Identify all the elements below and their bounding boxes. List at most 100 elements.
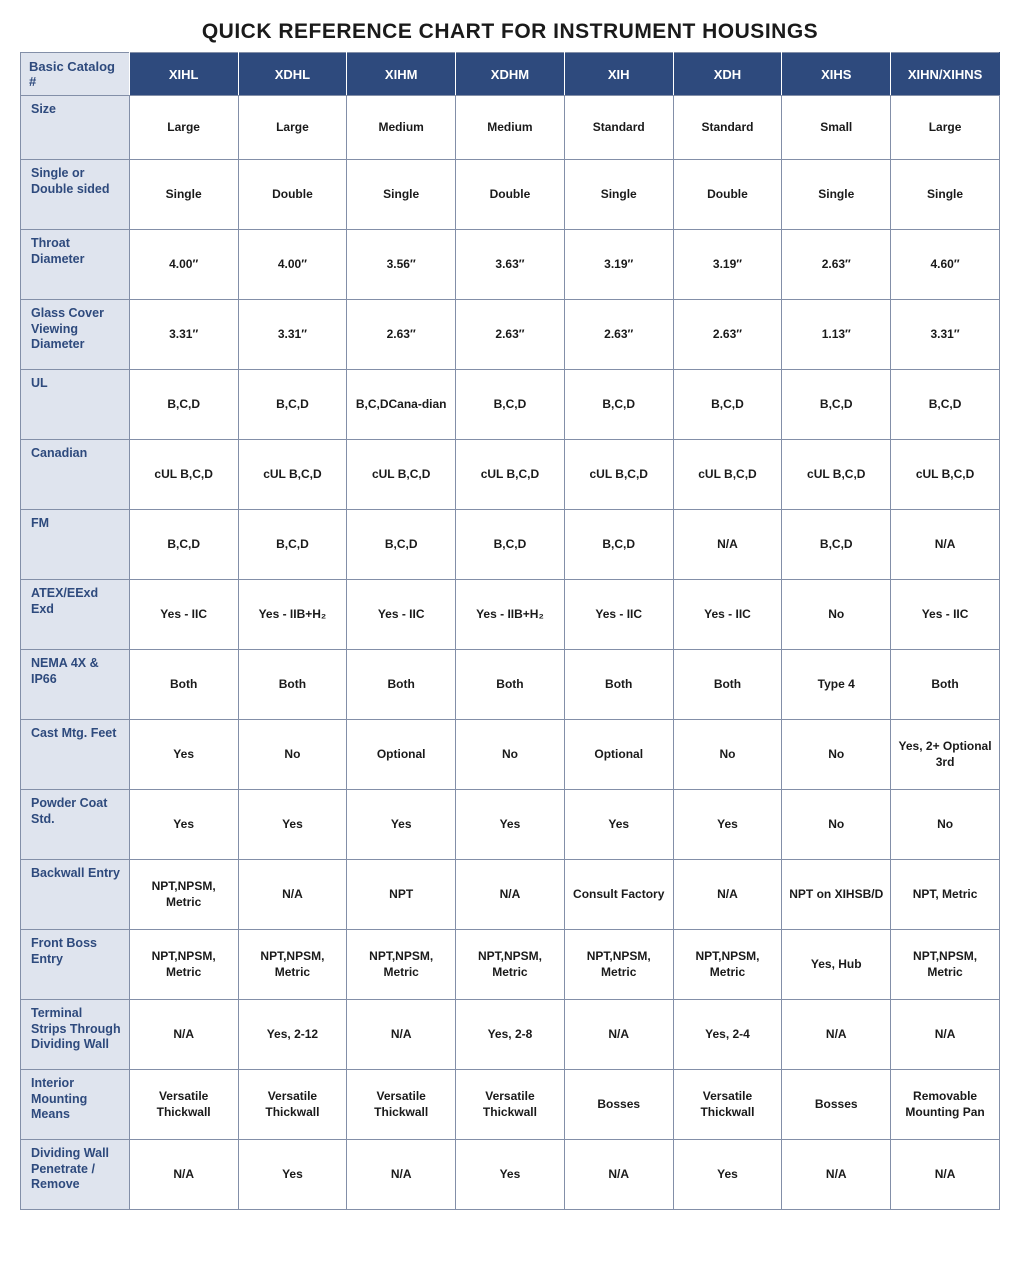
data-cell: Yes - IIC xyxy=(564,580,673,650)
data-cell: Yes xyxy=(238,790,347,860)
data-cell: B,C,D xyxy=(129,370,238,440)
data-cell: 3.31″ xyxy=(238,300,347,370)
row-label: Front Boss Entry xyxy=(21,930,130,1000)
data-cell: B,C,D xyxy=(347,510,456,580)
data-cell: N/A xyxy=(782,1000,891,1070)
row-label: ATEX/EExd Exd xyxy=(21,580,130,650)
data-cell: Both xyxy=(673,650,782,720)
data-cell: NPT,NPSM, Metric xyxy=(456,930,565,1000)
data-cell: 3.63″ xyxy=(456,230,565,300)
table-row: Backwall EntryNPT,NPSM, MetricN/ANPTN/AC… xyxy=(21,860,1000,930)
table-row: CanadiancUL B,C,DcUL B,C,DcUL B,C,DcUL B… xyxy=(21,440,1000,510)
data-cell: Yes xyxy=(456,1140,565,1210)
data-cell: Yes, 2-4 xyxy=(673,1000,782,1070)
data-cell: N/A xyxy=(673,860,782,930)
data-cell: Both xyxy=(891,650,1000,720)
row-label: Terminal Strips Through Dividing Wall xyxy=(21,1000,130,1070)
col-header: XIH xyxy=(564,53,673,96)
data-cell: No xyxy=(782,720,891,790)
data-cell: NPT xyxy=(347,860,456,930)
data-cell: N/A xyxy=(891,1140,1000,1210)
data-cell: B,C,D xyxy=(238,510,347,580)
data-cell: Double xyxy=(456,160,565,230)
data-cell: Consult Factory xyxy=(564,860,673,930)
data-cell: 3.19″ xyxy=(673,230,782,300)
data-cell: B,C,D xyxy=(891,370,1000,440)
data-cell: 4.60″ xyxy=(891,230,1000,300)
row-label: Single or Double sided xyxy=(21,160,130,230)
data-cell: Single xyxy=(564,160,673,230)
data-cell: NPT,NPSM, Metric xyxy=(347,930,456,1000)
data-cell: 2.63″ xyxy=(456,300,565,370)
data-cell: Yes - IIC xyxy=(347,580,456,650)
data-cell: Single xyxy=(782,160,891,230)
data-cell: Yes, 2+ Optional 3rd xyxy=(891,720,1000,790)
data-cell: 3.56″ xyxy=(347,230,456,300)
data-cell: Versatile Thickwall xyxy=(673,1070,782,1140)
data-cell: Yes - IIB+H₂ xyxy=(456,580,565,650)
table-row: Powder Coat Std.YesYesYesYesYesYesNoNo xyxy=(21,790,1000,860)
data-cell: B,C,D xyxy=(456,510,565,580)
data-cell: N/A xyxy=(347,1140,456,1210)
data-cell: 3.31″ xyxy=(129,300,238,370)
data-cell: N/A xyxy=(129,1140,238,1210)
data-cell: B,C,D xyxy=(782,370,891,440)
row-label: Size xyxy=(21,96,130,160)
table-row: NEMA 4X & IP66BothBothBothBothBothBothTy… xyxy=(21,650,1000,720)
data-cell: No xyxy=(782,580,891,650)
table-row: ATEX/EExd ExdYes - IICYes - IIB+H₂Yes - … xyxy=(21,580,1000,650)
data-cell: cUL B,C,D xyxy=(238,440,347,510)
table-row: Front Boss EntryNPT,NPSM, MetricNPT,NPSM… xyxy=(21,930,1000,1000)
data-cell: Single xyxy=(129,160,238,230)
row-label: Powder Coat Std. xyxy=(21,790,130,860)
table-row: ULB,C,DB,C,DB,C,DCana-dianB,C,DB,C,DB,C,… xyxy=(21,370,1000,440)
row-label: FM xyxy=(21,510,130,580)
data-cell: Medium xyxy=(347,96,456,160)
data-cell: Bosses xyxy=(782,1070,891,1140)
data-cell: Yes xyxy=(673,790,782,860)
data-cell: Yes xyxy=(564,790,673,860)
col-header: XDHL xyxy=(238,53,347,96)
row-label: Interior Mounting Means xyxy=(21,1070,130,1140)
data-cell: Type 4 xyxy=(782,650,891,720)
data-cell: Standard xyxy=(673,96,782,160)
data-cell: Yes xyxy=(129,720,238,790)
data-cell: No xyxy=(782,790,891,860)
row-label: Throat Diameter xyxy=(21,230,130,300)
data-cell: NPT on XIHSB/D xyxy=(782,860,891,930)
data-cell: B,C,D xyxy=(238,370,347,440)
data-cell: cUL B,C,D xyxy=(564,440,673,510)
table-row: SizeLargeLargeMediumMediumStandardStanda… xyxy=(21,96,1000,160)
col-header: XIHL xyxy=(129,53,238,96)
data-cell: cUL B,C,D xyxy=(456,440,565,510)
data-cell: NPT, Metric xyxy=(891,860,1000,930)
data-cell: N/A xyxy=(891,510,1000,580)
data-cell: Medium xyxy=(456,96,565,160)
data-cell: No xyxy=(238,720,347,790)
data-cell: Double xyxy=(238,160,347,230)
data-cell: NPT,NPSM, Metric xyxy=(673,930,782,1000)
data-cell: 3.19″ xyxy=(564,230,673,300)
row-label: UL xyxy=(21,370,130,440)
data-cell: N/A xyxy=(129,1000,238,1070)
data-cell: Large xyxy=(891,96,1000,160)
table-row: Dividing Wall Penetrate / RemoveN/AYesN/… xyxy=(21,1140,1000,1210)
data-cell: Yes xyxy=(129,790,238,860)
data-cell: cUL B,C,D xyxy=(782,440,891,510)
data-cell: Small xyxy=(782,96,891,160)
data-cell: Versatile Thickwall xyxy=(129,1070,238,1140)
data-cell: Yes - IIB+H₂ xyxy=(238,580,347,650)
data-cell: B,C,D xyxy=(129,510,238,580)
data-cell: Yes xyxy=(456,790,565,860)
data-cell: No xyxy=(891,790,1000,860)
data-cell: NPT,NPSM, Metric xyxy=(129,930,238,1000)
data-cell: Both xyxy=(456,650,565,720)
row-label: Canadian xyxy=(21,440,130,510)
reference-table: Basic Catalog # XIHL XDHL XIHM XDHM XIH … xyxy=(20,52,1000,1210)
data-cell: 4.00″ xyxy=(238,230,347,300)
data-cell: NPT,NPSM, Metric xyxy=(564,930,673,1000)
data-cell: Yes xyxy=(673,1140,782,1210)
data-cell: Yes - IIC xyxy=(891,580,1000,650)
data-cell: Both xyxy=(129,650,238,720)
data-cell: cUL B,C,D xyxy=(347,440,456,510)
